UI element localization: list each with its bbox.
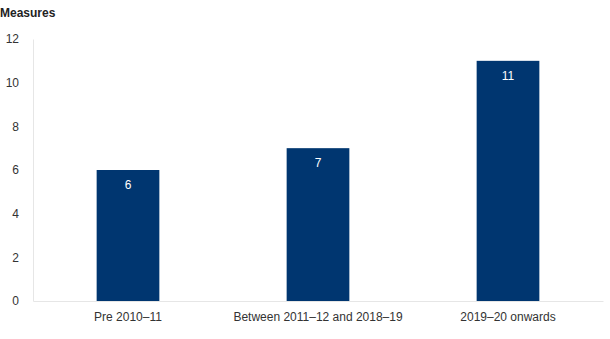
y-tick-label: 6 [12,163,19,177]
bars [97,61,540,301]
x-tick-label: Pre 2010–11 [94,310,162,324]
y-tick-label: 8 [12,120,19,134]
data-label: 7 [315,156,322,170]
y-tick-label: 2 [12,251,19,265]
x-tick-label: Between 2011–12 and 2018–19 [233,310,403,324]
bar [287,148,350,301]
x-axis-line [34,301,604,302]
y-axis-title: Measures [0,6,56,20]
x-tick: Between 2011–12 and 2018–19 [233,301,403,324]
x-tick: Pre 2010–11 [94,301,162,324]
x-tick: 2019–20 onwards [460,301,555,324]
y-tick-label: 10 [6,76,20,90]
y-axis-line [33,40,34,302]
y-tick-label: 12 [6,32,20,46]
y-tick: 6 [12,163,33,177]
bar [477,61,540,301]
data-labels: 6 7 11 [125,69,515,192]
y-tick: 0 [12,294,33,308]
y-tick: 4 [12,207,33,221]
bar [97,170,160,301]
y-tick: 12 [6,32,33,46]
y-tick: 2 [12,251,33,265]
y-axis: 0 2 4 6 8 10 12 [6,32,34,308]
chart: 6 7 11 0 2 4 6 8 10 12 Pre 2010–11 Between 2011–12 … [0,0,610,339]
x-axis: Pre 2010–11 Between 2011–12 and 2018–19 20… [34,301,604,324]
y-tick: 8 [12,120,33,134]
y-tick-label: 4 [12,207,19,221]
y-tick: 10 [6,76,33,90]
plot-area: 6 7 11 0 2 4 6 8 10 12 Pre 2010–11 Between 2011–12 … [6,32,604,323]
x-tick-label: 2019–20 onwards [460,310,555,324]
data-label: 6 [125,178,132,192]
y-tick-label: 0 [12,294,19,308]
data-label: 11 [502,69,515,83]
